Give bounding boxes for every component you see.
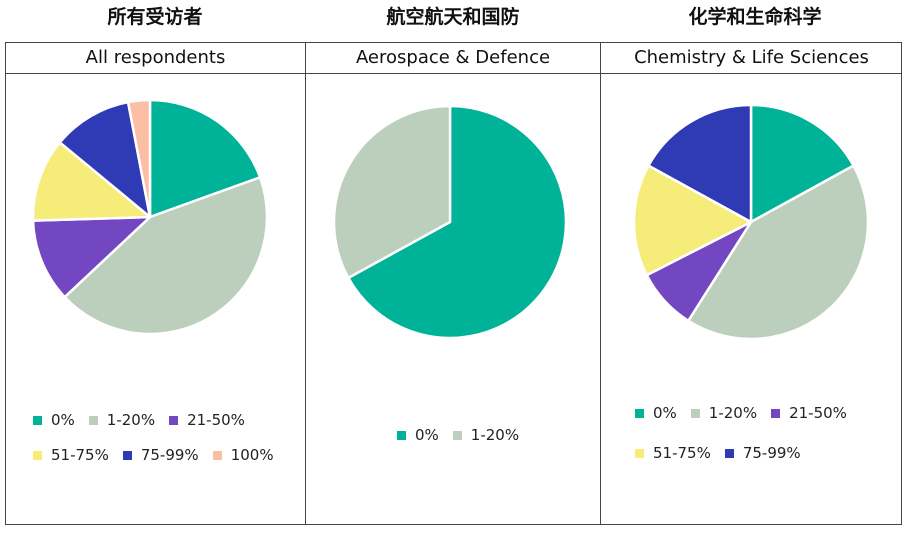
legend-swatch	[212, 450, 222, 460]
legend-entry: 51-75%	[33, 446, 109, 464]
pie-slice-51-75pct	[31, 141, 152, 222]
column-title-chemistry: 化学和生命科学	[688, 6, 822, 28]
legend-swatch	[122, 450, 132, 460]
column-divider-2	[600, 42, 601, 525]
legend-label: 51-75%	[653, 444, 711, 462]
pie-slice-75-99pct	[647, 103, 753, 224]
header-divider	[5, 73, 902, 74]
legend-entry: 0%	[33, 411, 75, 429]
legend-swatch	[452, 430, 462, 440]
pie-slice-1-20pct	[332, 104, 452, 280]
legend-entry: 21-50%	[771, 404, 847, 422]
pie-slice-1-20pct	[63, 176, 269, 336]
legend-entry: 1-20%	[690, 404, 758, 422]
pie-slice-0pct	[148, 98, 262, 219]
legend-entry: 1-20%	[452, 426, 520, 444]
legend-swatch	[169, 415, 179, 425]
legend-label: 1-20%	[106, 411, 156, 429]
pie-slice-75-99pct	[58, 100, 152, 219]
pie-slice-21-50pct	[31, 215, 152, 299]
legend-swatch	[690, 408, 700, 418]
panel-title-aerospace: Aerospace & Defence	[355, 47, 551, 68]
legend-label: 0%	[51, 411, 75, 429]
legend-swatch	[88, 415, 98, 425]
legend-entry: 75-99%	[122, 446, 199, 464]
pie-slice-100pct	[126, 98, 152, 219]
legend-all-row-2: 51-75% 75-99% 100%	[33, 446, 288, 464]
legend-entry: 100%	[212, 446, 274, 464]
legend-entry: 21-50%	[169, 411, 245, 429]
legend-all-row-1: 0% 1-20% 21-50%	[33, 411, 259, 429]
legend-label: 0%	[653, 404, 677, 422]
legend-label: 100%	[230, 446, 274, 464]
legend-entry: 51-75%	[635, 444, 711, 462]
legend-entry: 0%	[635, 404, 677, 422]
legend-label: 75-99%	[742, 444, 801, 462]
legend-swatch	[771, 408, 781, 418]
legend-chemistry-row-2: 51-75% 75-99%	[635, 444, 815, 462]
legend-label: 75-99%	[140, 446, 199, 464]
legend-label: 21-50%	[789, 404, 847, 422]
pie-chart-aerospace	[332, 104, 568, 340]
legend-label: 51-75%	[51, 446, 109, 464]
pie-chart-chemistry	[632, 103, 870, 341]
legend-swatch	[635, 408, 644, 418]
legend-swatch	[724, 448, 734, 458]
column-title-all: 所有受访者	[107, 6, 203, 28]
legend-swatch	[635, 448, 644, 458]
legend-label: 21-50%	[187, 411, 245, 429]
legend-swatch	[33, 450, 42, 460]
pie-chart-all	[31, 98, 269, 336]
legend-swatch	[33, 415, 42, 425]
panel-title-chemistry: Chemistry & Life Sciences	[634, 47, 869, 68]
table-frame	[5, 42, 902, 525]
legend-chemistry-row-1: 0% 1-20% 21-50%	[635, 404, 861, 422]
column-title-aerospace: 航空航天和国防	[386, 6, 520, 28]
legend-label: 1-20%	[470, 426, 520, 444]
legend-entry: 0%	[397, 426, 439, 444]
legend-entry: 1-20%	[88, 411, 156, 429]
panel-title-all: All respondents	[85, 47, 226, 68]
legend-label: 0%	[415, 426, 439, 444]
legend-label: 1-20%	[708, 404, 758, 422]
pie-slice-51-75pct	[632, 164, 753, 277]
pie-slice-0pct	[347, 104, 568, 340]
legend-aerospace-row-1: 0% 1-20%	[397, 426, 533, 444]
column-divider-1	[305, 42, 306, 525]
pie-slice-0pct	[749, 103, 855, 224]
legend-swatch	[397, 430, 406, 440]
pie-slice-1-20pct	[687, 164, 870, 341]
legend-entry: 75-99%	[724, 444, 801, 462]
